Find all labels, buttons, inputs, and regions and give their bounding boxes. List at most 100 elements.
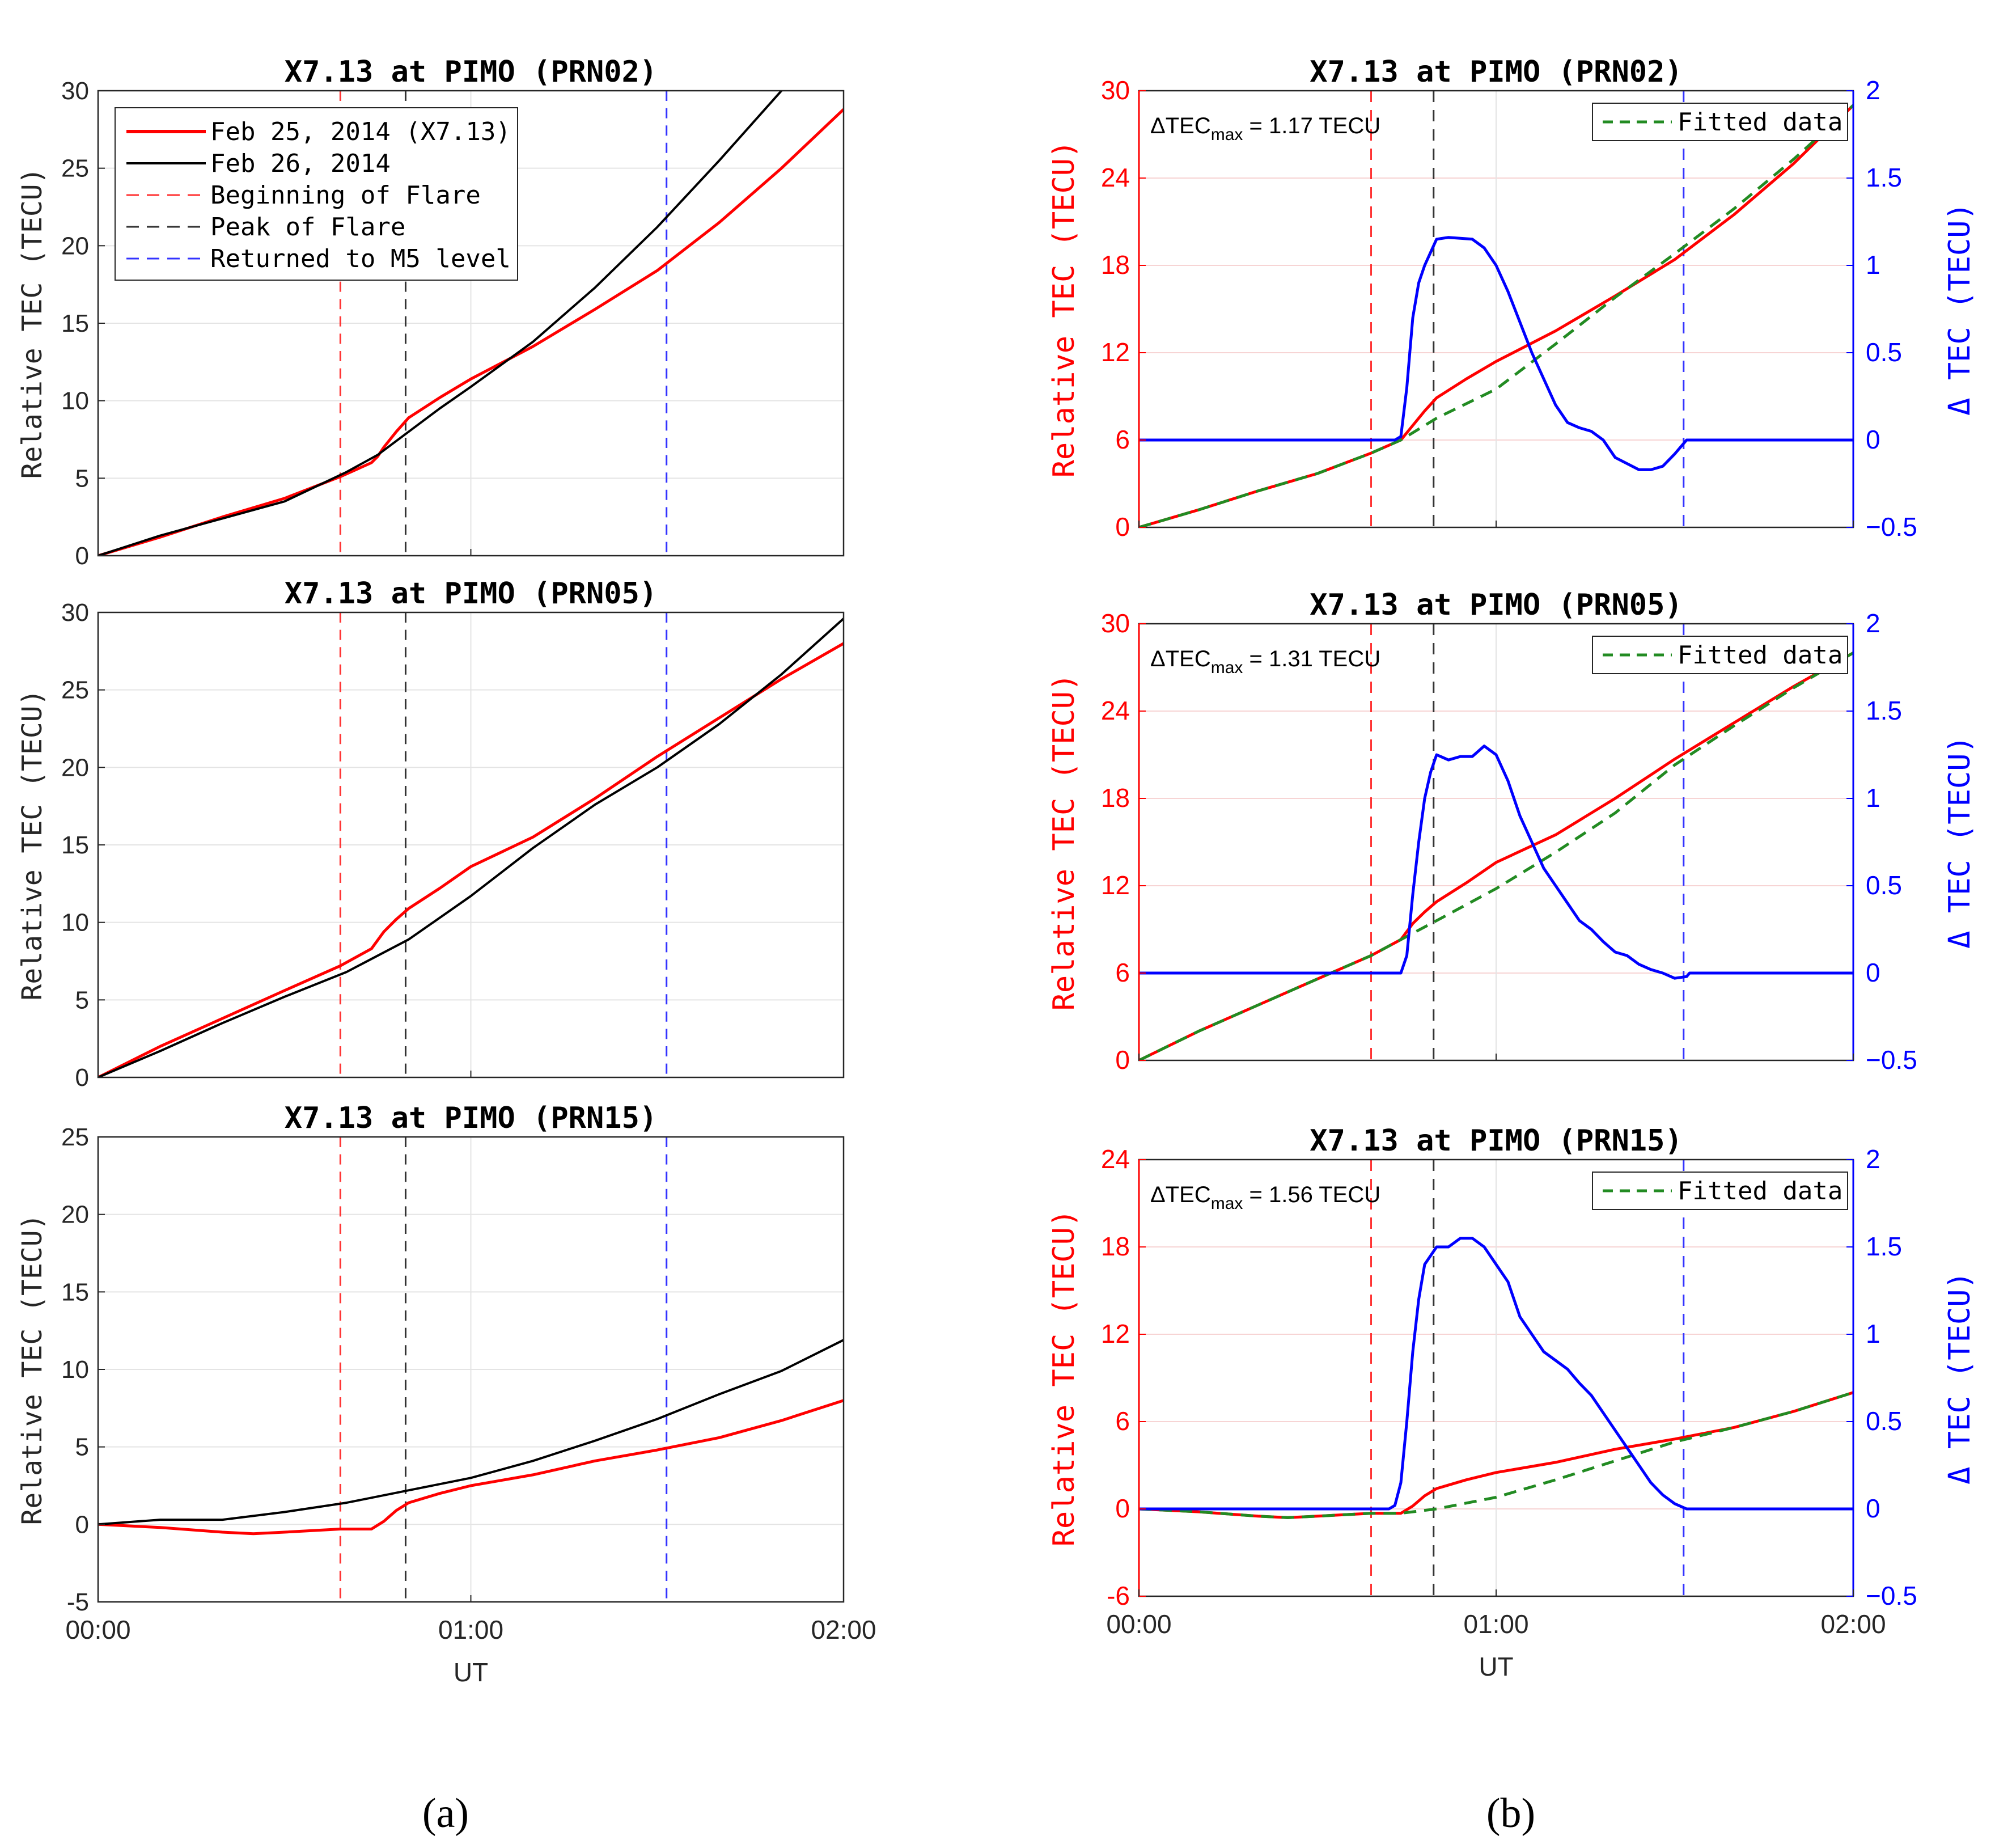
x-axis-label: UT (454, 1657, 488, 1687)
chart-title: X7.13 at PIMO (PRN15) (1310, 1124, 1682, 1158)
y-tick-label: 10 (61, 1356, 89, 1384)
y-tick-label: 24 (1101, 163, 1130, 192)
series-feb-25-2014-x7-13- (98, 108, 844, 556)
y2-tick-label: 0.5 (1866, 1406, 1902, 1436)
y-tick-label: 30 (61, 599, 89, 627)
legend-peak-of-flare-label: Peak of Flare (210, 213, 405, 242)
chart-title: X7.13 at PIMO (PRN02) (285, 55, 657, 89)
annotation-suffix: = 1.56 TECU (1243, 1182, 1380, 1207)
x-axis-label: UT (1479, 1652, 1513, 1681)
annotation-prefix: ΔTEC (1150, 1182, 1211, 1207)
series-feb-26-2014 (98, 91, 783, 556)
y-tick-label: 15 (61, 310, 89, 337)
y2-axis-label: Δ TEC (TECU) (1943, 1271, 1977, 1485)
chart-b-3: -6 0 6 12 18 24 −0.5 0 0.5 1 1.5 2 00:00 01:00 02:00 UT… (1047, 1124, 1977, 1681)
series-fitted-data (1139, 1391, 1853, 1519)
annotation-prefix: ΔTEC (1150, 113, 1211, 138)
y-tick-label: 6 (1115, 958, 1130, 987)
chart-title: X7.13 at PIMO (PRN05) (285, 577, 657, 611)
y-tick-label: 0 (75, 1511, 89, 1538)
chart-a-1: 0 5 10 15 20 25 30 X7.13 at PIMO (PRN02) Relativ… (16, 55, 845, 570)
y-axis-label: Relative TEC (TECU) (16, 167, 48, 479)
y-tick-label: 0 (75, 542, 89, 570)
annotation-suffix: = 1.31 TECU (1243, 646, 1380, 671)
y2-tick-label: 0 (1866, 425, 1880, 454)
y2-axis-label: Δ TEC (TECU) (1943, 735, 1977, 949)
series-group (1139, 104, 1853, 527)
chart-title: X7.13 at PIMO (PRN05) (1310, 588, 1682, 622)
y-tick-label: 0 (75, 1064, 89, 1092)
y2-tick-label: 1 (1866, 1319, 1880, 1348)
y-tick-label: 18 (1101, 783, 1130, 813)
y-tick-label: 0 (1115, 1494, 1130, 1523)
legend-feb25-label: Feb 25, 2014 (X7.13) (210, 117, 511, 146)
x-tick-label: 01:00 (438, 1615, 503, 1644)
series-feb-26-2014 (98, 1339, 844, 1526)
legend-box (115, 107, 518, 281)
y-axis-label: Relative TEC (TECU) (1047, 1210, 1081, 1547)
y-tick-label: 6 (1115, 425, 1130, 454)
chart-b-2: 0 6 12 18 24 30 −0.5 0 0.5 1 1.5 2 X7.13 at PIMO (PR… (1047, 588, 1977, 1075)
annotation-suffix: = 1.17 TECU (1243, 113, 1380, 138)
y-tick-label: 24 (1101, 696, 1130, 725)
y2-tick-label: 2 (1866, 75, 1880, 105)
y-tick-label: 10 (61, 387, 89, 415)
y-tick-label: 30 (1101, 608, 1130, 638)
y-tick-label: 15 (61, 831, 89, 859)
delta-tec-max-annotation: ΔTECmax = 1.31 TECU (1150, 646, 1380, 677)
legend-box (1592, 103, 1848, 141)
x-tick-label: 00:00 (1106, 1609, 1171, 1639)
series-group (98, 618, 844, 1077)
legend-returned-to-m5-level-label: Returned to M5 level (210, 244, 511, 273)
y-tick-label: -5 (67, 1588, 89, 1616)
x-tick-label: 02:00 (811, 1615, 876, 1644)
y-axis-label: Relative TEC (TECU) (16, 689, 48, 1000)
legend-fitted-label: Fitted data (1678, 1177, 1842, 1206)
y-tick-label: 0 (1115, 1045, 1130, 1075)
y-tick-label: 24 (1101, 1144, 1130, 1174)
delta-tec-max-annotation: ΔTECmax = 1.17 TECU (1150, 113, 1380, 144)
legend-beginning-of-flare-label: Beginning of Flare (210, 181, 481, 210)
y-tick-label: 30 (61, 77, 89, 105)
y2-tick-label: −0.5 (1866, 1045, 1917, 1075)
y-tick-label: 25 (61, 676, 89, 704)
legend-fitted-label: Fitted data (1678, 641, 1842, 670)
legend-fitted-label: Fitted data (1678, 108, 1842, 137)
y-tick-label: 20 (61, 1201, 89, 1229)
series-group (1139, 652, 1853, 1060)
annotation-subscript: max (1211, 1194, 1243, 1213)
y-tick-label: 0 (1115, 512, 1130, 542)
legend-box (1592, 636, 1848, 674)
panel-label-b: (b) (1486, 1790, 1535, 1837)
series-feb-25-2014-x7-13- (98, 1399, 844, 1536)
y2-tick-label: 1.5 (1866, 696, 1902, 725)
annotation-subscript: max (1211, 658, 1243, 677)
series-feb-25-2014-x7-13- (98, 642, 844, 1077)
y2-tick-label: 0.5 (1866, 870, 1902, 900)
series-fitted-data (1139, 652, 1853, 1060)
chart-b-1: 0 6 12 18 24 30 −0.5 0 0.5 1 1.5 2 X7.13 at PIMO (PR… (1047, 55, 1977, 542)
y2-tick-label: 1 (1866, 783, 1880, 813)
y-tick-label: 20 (61, 232, 89, 260)
y-tick-label: 12 (1101, 1319, 1130, 1348)
chart-title: X7.13 at PIMO (PRN15) (285, 1101, 657, 1135)
annotation-prefix: ΔTEC (1150, 646, 1211, 671)
chart-title: X7.13 at PIMO (PRN02) (1310, 55, 1682, 89)
y-axis-label: Relative TEC (TECU) (1047, 141, 1081, 478)
series-group (98, 91, 844, 556)
y2-tick-label: −0.5 (1866, 512, 1917, 542)
x-tick-label: 00:00 (65, 1615, 130, 1644)
y-axis-label: Relative TEC (TECU) (1047, 674, 1081, 1011)
series-delta-tec (1139, 236, 1853, 471)
y-tick-label: 30 (1101, 75, 1130, 105)
series-delta-tec (1139, 745, 1853, 980)
series-delta-tec (1139, 1237, 1853, 1511)
y2-tick-label: 0.5 (1866, 337, 1902, 367)
delta-tec-max-annotation: ΔTECmax = 1.56 TECU (1150, 1182, 1380, 1213)
y-tick-label: 10 (61, 909, 89, 937)
chart-a-2: 0 5 10 15 20 25 30 X7.13 at PIMO (PRN05) Relativ… (16, 577, 845, 1092)
y-tick-label: 18 (1101, 250, 1130, 280)
series-group (98, 1339, 844, 1536)
